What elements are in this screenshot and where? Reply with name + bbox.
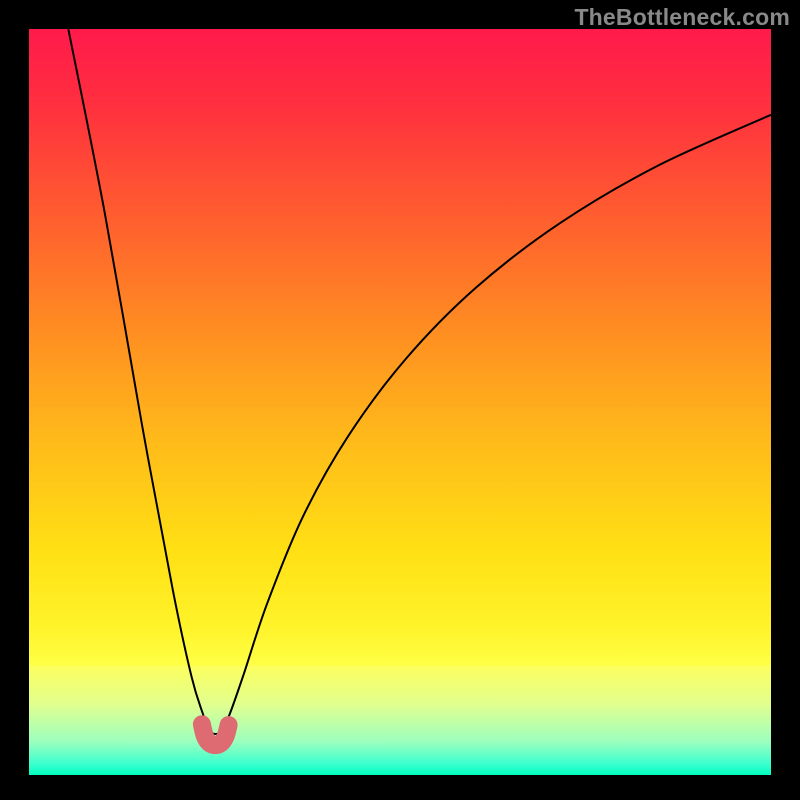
watermark-text: TheBottleneck.com (574, 4, 790, 31)
plot-area (29, 29, 771, 775)
chart-frame: TheBottleneck.com (0, 0, 800, 800)
chart-svg (29, 29, 771, 775)
